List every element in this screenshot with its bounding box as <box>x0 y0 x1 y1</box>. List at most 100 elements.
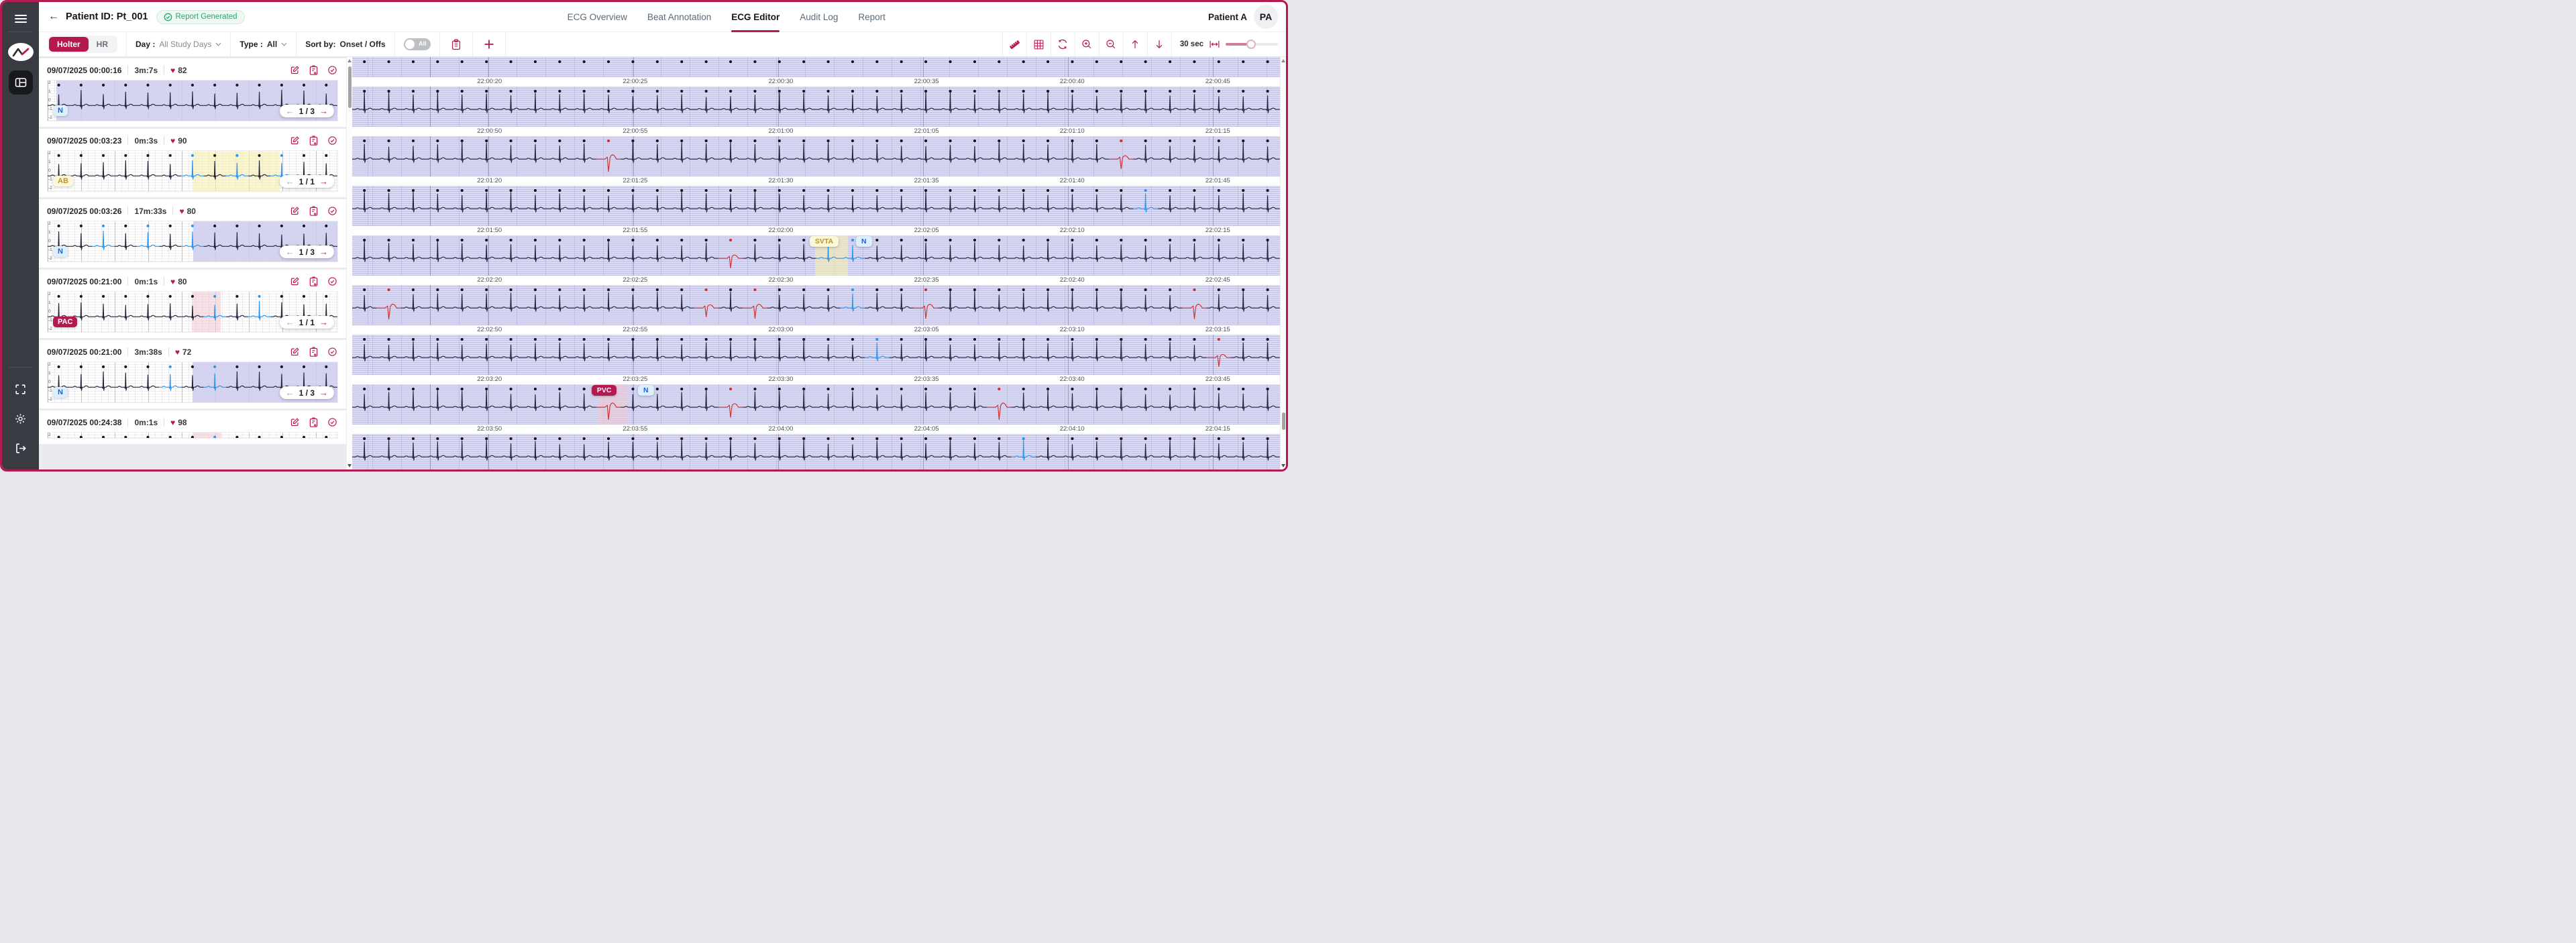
beat-dot[interactable] <box>387 437 390 441</box>
beat-dot[interactable] <box>875 288 879 292</box>
beat-dot[interactable] <box>704 437 708 441</box>
approve-icon[interactable] <box>327 205 338 217</box>
annotation-chip-n[interactable]: N <box>637 385 654 396</box>
beat-dot[interactable] <box>802 89 806 93</box>
beat-dot[interactable] <box>1046 437 1050 441</box>
episode-card[interactable]: 09/07/2025 00:00:16 3m:7s ♥ 82 2 1 0 -1 -2 N ← 1 / … <box>39 58 346 127</box>
beat-dot[interactable] <box>777 188 781 192</box>
beat-dot[interactable] <box>973 337 977 341</box>
beat-dot[interactable] <box>280 294 283 298</box>
beat-dot[interactable] <box>851 387 855 391</box>
beat-dot[interactable] <box>606 288 610 292</box>
scroll-down-icon[interactable] <box>1281 464 1285 467</box>
beat-dot[interactable] <box>973 387 977 391</box>
beat-dot[interactable] <box>533 139 537 143</box>
beat-dot[interactable] <box>235 154 239 157</box>
beat-dot[interactable] <box>101 294 105 298</box>
tab-report[interactable]: Report <box>858 11 885 22</box>
beat-dot[interactable] <box>753 89 757 93</box>
beat-dot[interactable] <box>900 288 903 292</box>
beat-dot[interactable] <box>436 188 439 192</box>
beat-dot[interactable] <box>235 294 239 298</box>
beat-dot[interactable] <box>900 238 903 242</box>
beat-dot[interactable] <box>1217 188 1220 192</box>
beat-dot[interactable] <box>387 188 390 192</box>
beat-dot[interactable] <box>704 238 708 242</box>
beat-dot[interactable] <box>1266 139 1269 143</box>
beat-dot[interactable] <box>1266 288 1269 292</box>
beat-dot[interactable] <box>79 83 83 87</box>
beat-dot[interactable] <box>302 435 306 439</box>
beat-dot[interactable] <box>1120 387 1123 391</box>
beat-dot[interactable] <box>57 154 60 157</box>
beat-dot[interactable] <box>363 437 366 441</box>
beat-dot[interactable] <box>704 337 708 341</box>
beat-dot[interactable] <box>582 188 586 192</box>
beat-dot[interactable] <box>949 238 952 242</box>
beat-dot[interactable] <box>558 139 561 143</box>
beat-dot[interactable] <box>606 60 610 64</box>
beat-dot[interactable] <box>191 154 195 157</box>
beat-dot[interactable] <box>1242 139 1245 143</box>
beat-dot[interactable] <box>258 224 261 227</box>
beat-dot[interactable] <box>1022 387 1025 391</box>
episode-card[interactable]: 09/07/2025 00:03:23 0m:3s ♥ 90 2 1 0 -1 -2 AB ← 1 /… <box>39 129 346 197</box>
beat-dot[interactable] <box>533 337 537 341</box>
beat-dot[interactable] <box>1071 89 1074 93</box>
beat-dot[interactable] <box>655 89 659 93</box>
beat-dot[interactable] <box>1144 437 1147 441</box>
beat-dot[interactable] <box>387 139 390 143</box>
beat-dot[interactable] <box>631 288 635 292</box>
beat-dot[interactable] <box>680 437 684 441</box>
beat-dot[interactable] <box>924 89 928 93</box>
rhythm-chip-pac[interactable]: PAC <box>53 317 78 327</box>
beat-dot[interactable] <box>302 224 306 227</box>
beat-dot[interactable] <box>851 288 855 292</box>
beat-dot[interactable] <box>1217 238 1220 242</box>
pager-next-icon[interactable]: → <box>319 388 328 398</box>
beat-dot[interactable] <box>1266 89 1269 93</box>
beat-dot[interactable] <box>949 288 952 292</box>
beat-dot[interactable] <box>57 83 60 87</box>
beat-dot[interactable] <box>1217 139 1220 143</box>
pager-prev-icon[interactable]: ← <box>285 317 294 327</box>
beat-dot[interactable] <box>1144 288 1147 292</box>
beat-dot[interactable] <box>411 238 415 242</box>
beat-dot[interactable] <box>924 188 928 192</box>
beat-dot[interactable] <box>704 139 708 143</box>
scroll-up-icon[interactable] <box>1281 59 1285 62</box>
beat-dot[interactable] <box>460 288 464 292</box>
beat-dot[interactable] <box>191 435 195 439</box>
add-note-icon[interactable] <box>308 346 319 357</box>
edit-icon[interactable] <box>289 64 301 76</box>
beat-dot[interactable] <box>168 154 172 157</box>
beat-dot[interactable] <box>851 188 855 192</box>
beat-dot[interactable] <box>826 387 830 391</box>
pager-next-icon[interactable]: → <box>319 106 328 116</box>
beat-dot[interactable] <box>509 139 513 143</box>
beat-dot[interactable] <box>258 365 261 368</box>
beat-dot[interactable] <box>1168 387 1172 391</box>
beat-dot[interactable] <box>387 288 390 292</box>
approve-icon[interactable] <box>327 346 338 357</box>
beat-dot[interactable] <box>325 83 328 87</box>
beat-dot[interactable] <box>777 89 781 93</box>
beat-dot[interactable] <box>168 365 172 368</box>
beat-dot[interactable] <box>631 387 635 391</box>
beat-dot[interactable] <box>213 435 217 439</box>
annotation-chip-n[interactable]: N <box>855 236 872 247</box>
beat-dot[interactable] <box>851 139 855 143</box>
beat-dot[interactable] <box>729 60 733 64</box>
beat-dot[interactable] <box>900 89 903 93</box>
beat-dot[interactable] <box>777 60 781 64</box>
beat-dot[interactable] <box>680 139 684 143</box>
beat-dot[interactable] <box>124 154 127 157</box>
beat-dot[interactable] <box>753 188 757 192</box>
beat-dot[interactable] <box>558 387 561 391</box>
beat-dot[interactable] <box>998 387 1001 391</box>
beat-dot[interactable] <box>753 288 757 292</box>
zoom-out-icon[interactable] <box>1098 32 1123 56</box>
menu-icon[interactable] <box>14 13 27 25</box>
beat-dot[interactable] <box>411 288 415 292</box>
panel-layout-icon[interactable] <box>8 70 33 95</box>
